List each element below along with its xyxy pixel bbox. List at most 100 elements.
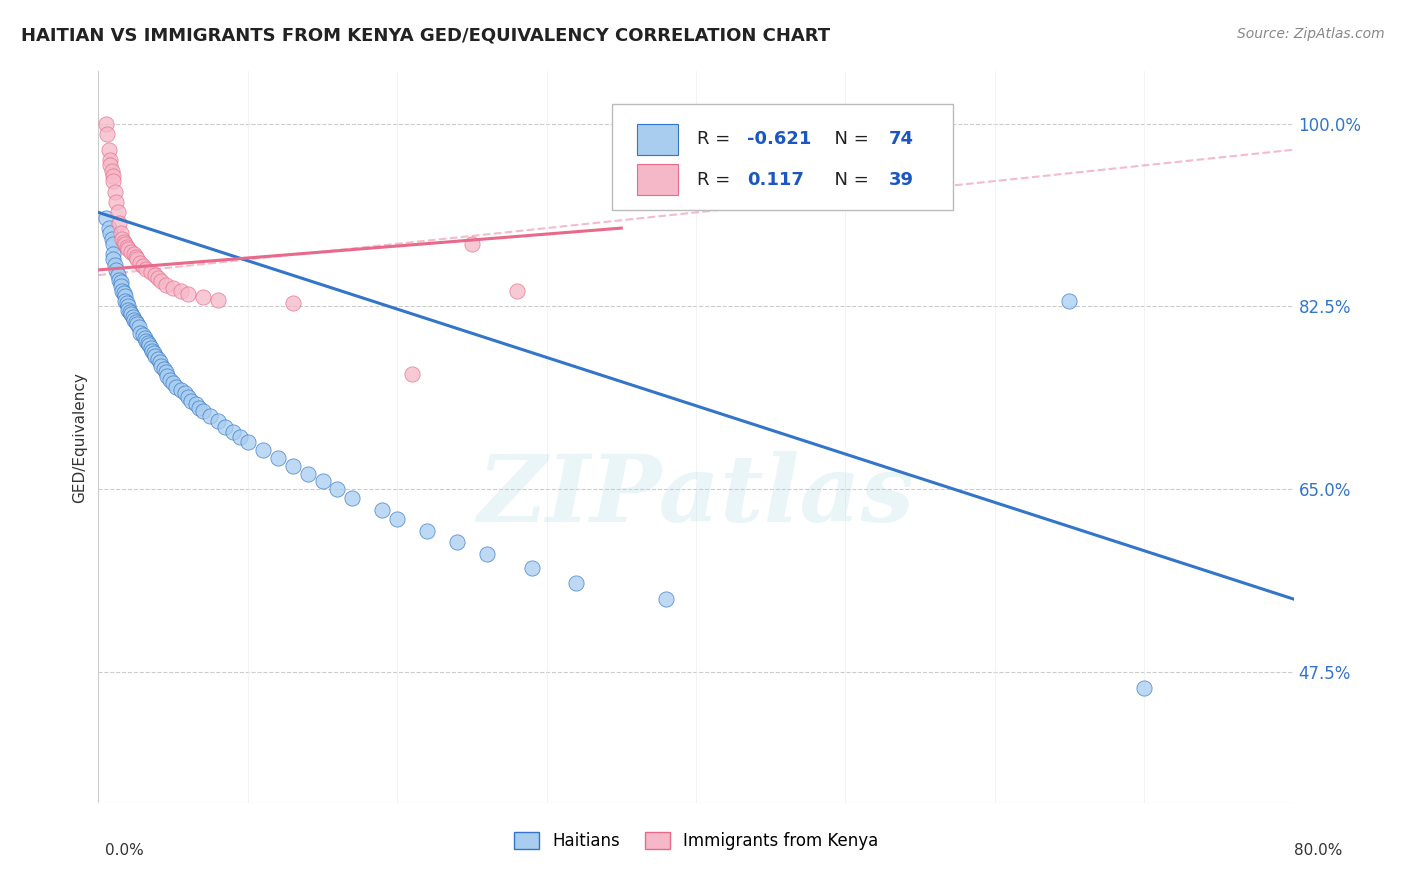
Point	[110, 227, 132, 241]
Point	[98, 153, 122, 168]
Point	[110, 276, 132, 290]
Point	[103, 169, 125, 183]
Point	[169, 383, 191, 397]
Point	[98, 158, 122, 172]
Point	[114, 294, 136, 309]
Point	[107, 268, 129, 282]
Text: 0.0%: 0.0%	[105, 843, 145, 858]
Point	[267, 450, 290, 465]
Point	[149, 355, 172, 369]
Point	[155, 277, 177, 292]
Point	[111, 231, 134, 245]
Point	[96, 127, 118, 141]
Point	[105, 194, 128, 209]
Point	[94, 211, 117, 225]
Point	[98, 227, 122, 241]
Point	[191, 404, 214, 418]
Text: 74: 74	[889, 130, 914, 148]
Point	[107, 205, 129, 219]
Point	[281, 296, 304, 310]
Text: R =: R =	[697, 130, 737, 148]
Point	[326, 483, 349, 497]
Point	[127, 252, 149, 267]
Point	[105, 263, 128, 277]
Point	[150, 359, 173, 373]
Point	[1133, 681, 1156, 695]
Text: 80.0%: 80.0%	[1295, 843, 1343, 858]
Point	[97, 221, 120, 235]
Point	[142, 346, 165, 360]
Point	[180, 393, 202, 408]
Point	[124, 247, 146, 261]
Point	[134, 331, 156, 345]
Point	[120, 245, 142, 260]
Point	[153, 362, 176, 376]
Point	[125, 251, 148, 265]
Point	[132, 327, 155, 342]
Point	[156, 369, 179, 384]
Point	[101, 163, 124, 178]
Point	[148, 271, 170, 285]
Point	[1059, 294, 1081, 309]
Point	[127, 317, 149, 331]
Point	[143, 268, 166, 282]
Point	[506, 284, 529, 298]
Legend: Haitians, Immigrants from Kenya: Haitians, Immigrants from Kenya	[508, 825, 884, 856]
Point	[229, 430, 252, 444]
Point	[128, 320, 150, 334]
Point	[132, 259, 155, 273]
Point	[162, 280, 184, 294]
Text: R =: R =	[697, 170, 737, 188]
Point	[159, 373, 181, 387]
Point	[115, 296, 138, 310]
Point	[114, 289, 136, 303]
Point	[117, 302, 139, 317]
Point	[143, 349, 166, 363]
FancyBboxPatch shape	[613, 104, 953, 211]
Point	[252, 442, 274, 457]
Point	[129, 326, 152, 340]
Point	[97, 143, 120, 157]
Point	[187, 401, 209, 415]
Point	[165, 380, 187, 394]
Point	[155, 365, 177, 379]
Text: N =: N =	[823, 130, 875, 148]
Point	[124, 313, 146, 327]
Point	[108, 273, 131, 287]
Point	[148, 351, 170, 366]
Point	[101, 231, 124, 245]
Point	[125, 315, 148, 329]
Point	[401, 368, 423, 382]
Point	[446, 534, 468, 549]
Point	[162, 376, 184, 390]
Point	[475, 547, 498, 561]
Point	[136, 336, 159, 351]
Point	[222, 425, 245, 439]
Point	[138, 338, 160, 352]
Point	[103, 247, 125, 261]
Point	[104, 185, 127, 199]
Point	[214, 419, 236, 434]
Point	[139, 341, 162, 355]
Point	[184, 397, 207, 411]
Text: N =: N =	[823, 170, 875, 188]
Point	[129, 255, 152, 269]
Point	[177, 287, 200, 301]
Point	[108, 216, 131, 230]
Point	[135, 334, 157, 348]
Text: 0.117: 0.117	[748, 170, 804, 188]
Point	[103, 252, 125, 267]
FancyBboxPatch shape	[637, 124, 678, 154]
Point	[565, 576, 588, 591]
Point	[207, 414, 229, 428]
Point	[416, 524, 439, 538]
Point	[461, 236, 484, 251]
Point	[117, 300, 139, 314]
FancyBboxPatch shape	[637, 164, 678, 195]
Point	[117, 242, 139, 256]
Point	[207, 293, 229, 308]
Point	[520, 560, 543, 574]
Point	[139, 265, 162, 279]
Point	[311, 474, 333, 488]
Y-axis label: GED/Equivalency: GED/Equivalency	[72, 372, 87, 502]
